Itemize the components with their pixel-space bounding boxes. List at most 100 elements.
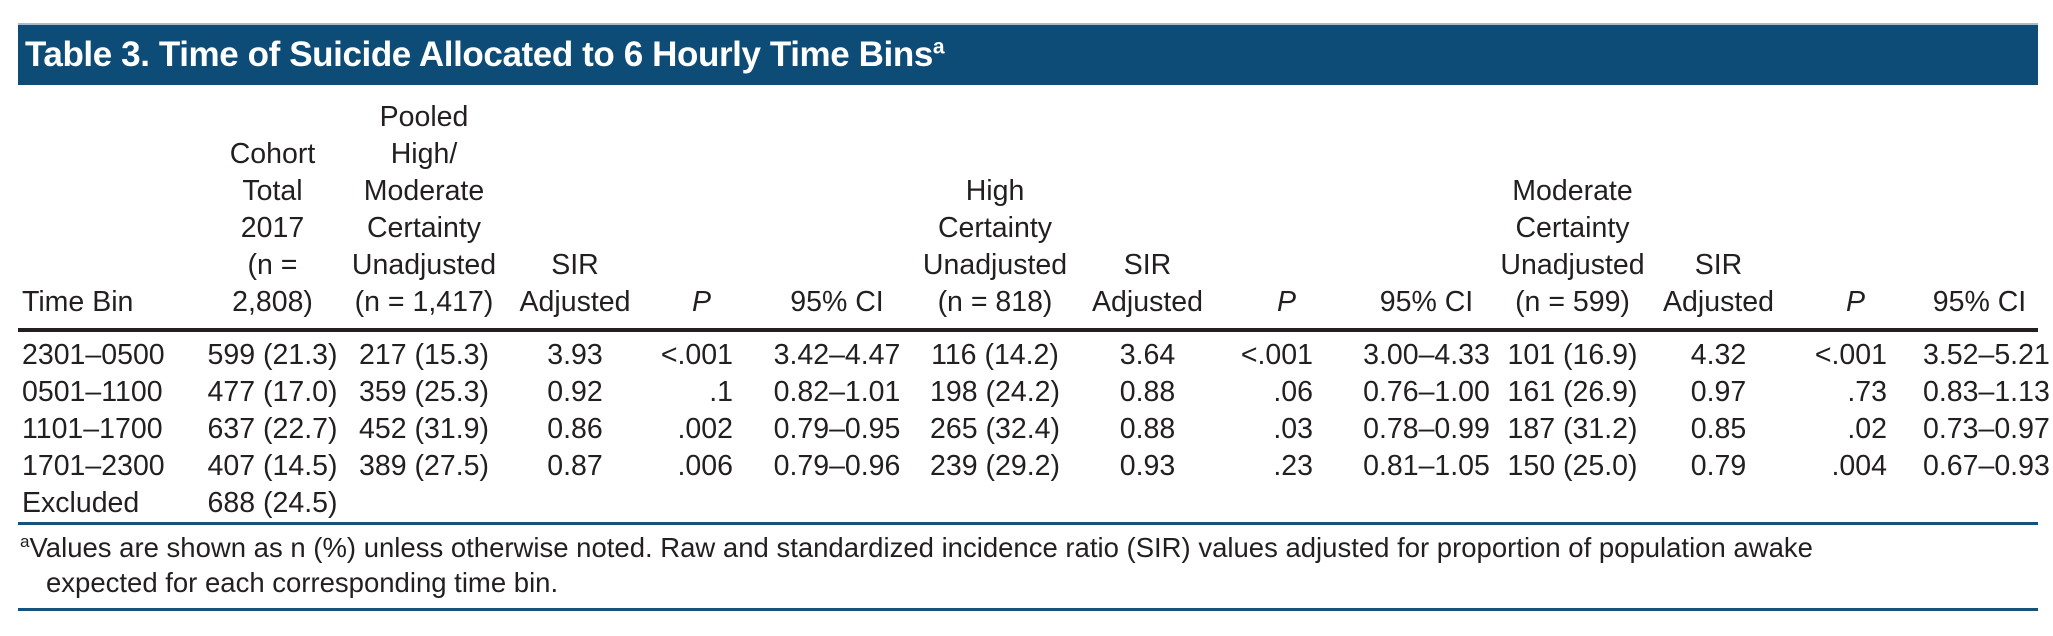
cell-high-unadjusted: 116 (14.2) (931, 339, 1059, 371)
cell-cohort-total: 637 (22.7) (207, 413, 338, 445)
cell-high-p: .23 (1273, 450, 1313, 482)
cell-high-unadjusted: 239 (29.2) (930, 450, 1060, 482)
table-head: Time Bin Cohort Total 2017 (n = 2,808) Poo… (18, 85, 2038, 332)
cell-pooled-p: <.001 (660, 339, 733, 371)
cell-moderate-unadjusted: 150 (25.0) (1507, 450, 1638, 482)
cell-time-bin: 0501–1100 (22, 376, 163, 408)
table-row: 2301–0500 599 (21.3) 217 (15.3) 3.93 <.001 3.… (18, 330, 2050, 374)
cell-high-sir-adjusted: 0.88 (1119, 413, 1176, 445)
cell-pooled-p: .1 (709, 376, 733, 408)
col-header-moderate-p: P (1790, 85, 1921, 332)
table-title-text: Table 3. Time of Suicide Allocated to 6 … (25, 35, 933, 74)
cell-pooled-ci: 0.79–0.96 (773, 450, 901, 482)
table-row: 0501–1100 477 (17.0) 359 (25.3) 0.92 .1 0.82–… (18, 374, 2050, 411)
cell-pooled-sir-adjusted: 0.92 (547, 376, 603, 408)
cell-cohort-total: 599 (21.3) (207, 339, 338, 371)
cell-moderate-unadjusted: 187 (31.2) (1507, 413, 1638, 445)
cell-pooled-sir-adjusted: 3.93 (547, 339, 603, 371)
cell-time-bin: Excluded (18, 485, 205, 525)
cell-pooled-p (642, 485, 761, 525)
col-header-pooled-sir-adjusted: SIR Adjusted (508, 85, 642, 332)
col-header-high-ci: 95% CI (1355, 85, 1498, 332)
cell-moderate-sir-adjusted: 0.79 (1690, 450, 1747, 482)
cell-time-bin: 2301–0500 (22, 339, 165, 371)
cell-high-p: <.001 (1240, 339, 1313, 371)
footnote-line-2: expected for each corresponding time bin… (46, 567, 559, 598)
cell-high-ci (1355, 485, 1498, 525)
cell-pooled-sir-adjusted: 0.86 (547, 413, 603, 445)
cell-pooled-unadjusted: 217 (15.3) (359, 339, 489, 371)
cell-pooled-ci (761, 485, 913, 525)
cell-moderate-p: .02 (1847, 413, 1887, 445)
cell-pooled-sir-adjusted: 0.87 (547, 450, 603, 482)
cell-high-unadjusted: 198 (24.2) (930, 376, 1060, 408)
table-footnote: aValues are shown as n (%) unless otherw… (18, 525, 2038, 611)
table-row: 1701–2300 407 (14.5) 389 (27.5) 0.87 .006 0.7… (18, 448, 2050, 485)
cell-moderate-p: .73 (1847, 376, 1887, 408)
table-row: Excluded 688 (24.5) (18, 485, 2038, 525)
col-header-high-p: P (1218, 85, 1355, 332)
cell-high-p: .03 (1273, 413, 1313, 445)
cell-moderate-sir-adjusted: 0.97 (1690, 376, 1747, 408)
cell-high-p (1218, 485, 1355, 525)
cell-moderate-ci: 0.67–0.93 (1923, 450, 2050, 482)
cell-high-ci: 0.78–0.99 (1363, 413, 1490, 445)
footnote-marker: a (20, 531, 30, 551)
col-header-cohort-total: Cohort Total 2017 (n = 2,808) (205, 85, 340, 332)
header-row: Time Bin Cohort Total 2017 (n = 2,808) Poo… (18, 85, 2038, 332)
table-body: 2301–0500 599 (21.3) 217 (15.3) 3.93 <.001 3.… (18, 330, 2050, 525)
cell-time-bin: 1701–2300 (22, 450, 165, 482)
cell-high-sir-adjusted: 3.64 (1119, 339, 1176, 371)
cell-pooled-p: .006 (677, 450, 733, 482)
cell-high-unadjusted (913, 485, 1077, 525)
cell-moderate-ci (1921, 485, 2038, 525)
cell-moderate-sir-adjusted: 4.32 (1690, 339, 1747, 371)
table-title-bar: Table 3. Time of Suicide Allocated to 6 … (18, 23, 2038, 85)
col-header-time-bin: Time Bin (18, 85, 205, 332)
cell-cohort-total: 477 (17.0) (207, 376, 338, 408)
cell-high-ci: 0.81–1.05 (1363, 450, 1490, 482)
cell-moderate-p: .004 (1831, 450, 1887, 482)
table-title: Table 3. Time of Suicide Allocated to 6 … (25, 35, 945, 75)
col-header-high-unadjusted: High Certainty Unadjusted (n = 818) (913, 85, 1077, 332)
cell-pooled-ci: 0.79–0.95 (773, 413, 901, 445)
cell-high-sir-adjusted (1077, 485, 1218, 525)
cell-high-ci: 3.00–4.33 (1363, 339, 1490, 371)
cell-moderate-unadjusted: 161 (26.9) (1507, 376, 1638, 408)
col-header-moderate-unadjusted: Moderate Certainty Unadjusted (n = 599) (1498, 85, 1647, 332)
journal-table-figure: Table 3. Time of Suicide Allocated to 6 … (18, 23, 2050, 611)
cell-pooled-p: .002 (677, 413, 733, 445)
cell-pooled-unadjusted: 389 (27.5) (359, 450, 489, 482)
cell-moderate-p: <.001 (1814, 339, 1887, 371)
data-table: Time Bin Cohort Total 2017 (n = 2,808) Poo… (18, 85, 2050, 525)
col-header-high-sir-adjusted: SIR Adjusted (1077, 85, 1218, 332)
cell-moderate-ci: 3.52–5.21 (1923, 339, 2050, 371)
cell-high-unadjusted: 265 (32.4) (930, 413, 1060, 445)
cell-pooled-sir-adjusted (508, 485, 642, 525)
cell-moderate-ci: 0.83–1.13 (1923, 376, 2050, 408)
cell-time-bin: 1101–1700 (22, 413, 163, 445)
cell-high-sir-adjusted: 0.88 (1119, 376, 1176, 408)
cell-pooled-ci: 3.42–4.47 (773, 339, 901, 371)
cell-moderate-sir-adjusted: 0.85 (1690, 413, 1747, 445)
cell-pooled-ci: 0.82–1.01 (773, 376, 901, 408)
table-container: Table 3. Time of Suicide Allocated to 6 … (18, 23, 2050, 611)
cell-high-p: .06 (1273, 376, 1313, 408)
cell-moderate-unadjusted: 101 (16.9) (1507, 339, 1638, 371)
cell-pooled-unadjusted: 452 (31.9) (359, 413, 489, 445)
cell-moderate-p (1790, 485, 1921, 525)
cell-cohort-total: 407 (14.5) (207, 450, 338, 482)
cell-moderate-sir-adjusted (1647, 485, 1790, 525)
cell-cohort-total: 688 (24.5) (205, 485, 340, 525)
title-footnote-marker: a (932, 35, 945, 59)
table-row: 1101–1700 637 (22.7) 452 (31.9) 0.86 .002 0.7… (18, 411, 2050, 448)
cell-high-sir-adjusted: 0.93 (1119, 450, 1176, 482)
footnote-line-1: Values are shown as n (%) unless otherwi… (29, 532, 1813, 563)
col-header-moderate-sir-adjusted: SIR Adjusted (1647, 85, 1790, 332)
col-header-pooled-p: P (642, 85, 761, 332)
col-header-moderate-ci: 95% CI (1921, 85, 2038, 332)
cell-moderate-unadjusted (1498, 485, 1647, 525)
cell-high-ci: 0.76–1.00 (1363, 376, 1490, 408)
cell-pooled-unadjusted: 359 (25.3) (359, 376, 489, 408)
col-header-pooled-unadjusted: Pooled High/ Moderate Certainty Unadjust… (340, 85, 508, 332)
